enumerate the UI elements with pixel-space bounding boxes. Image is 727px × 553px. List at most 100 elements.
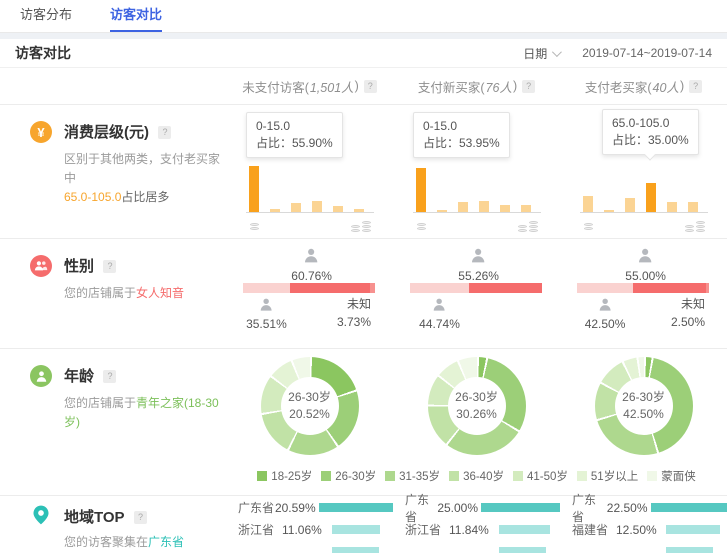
unknown-pct: 2.50%: [671, 315, 706, 329]
bar-segment[interactable]: [583, 195, 593, 212]
bar-segment[interactable]: [521, 204, 531, 212]
male-share-label: 42.50%: [585, 297, 625, 332]
age-donut-chart[interactable]: 26-30岁 30.26%: [427, 357, 526, 455]
donut-age-pct: 42.50%: [623, 407, 664, 421]
chart-tooltip: 65.0-105.0 占比：35.00%: [602, 109, 699, 161]
coin-stack-icon: [696, 221, 705, 232]
coin: [417, 227, 426, 230]
consumption-level-row: ¥ 消费层级(元) ? 区别于其他两类，支付老买家中 65.0-105.0占比居…: [0, 105, 727, 239]
legend-swatch: [385, 471, 396, 481]
age-donut-cell[interactable]: 26-30岁 42.50%: [560, 349, 727, 496]
help-icon[interactable]: ?: [689, 79, 703, 93]
age-donut-cell[interactable]: 26-30岁 20.52%: [226, 349, 393, 496]
tab-visitor-compare[interactable]: 访客对比: [110, 4, 163, 32]
help-icon[interactable]: ?: [363, 79, 377, 93]
age-legend: 18-25岁 26-30岁 31-35岁 36-40岁 41-50岁 51岁以上 蒙面侠: [226, 468, 727, 484]
bar-segment[interactable]: [291, 202, 301, 212]
age-donut-cell[interactable]: 26-30岁 30.26%: [393, 349, 560, 496]
region-name: 浙江省: [238, 523, 275, 537]
region-bar: [318, 503, 393, 512]
bar-segment[interactable]: [458, 202, 468, 212]
column-header-new-buyers: 支付新买家(76人)?: [393, 68, 560, 104]
person-icon: [30, 365, 52, 387]
region-row: 广东省 20.59%: [238, 501, 393, 515]
bar-segment[interactable]: [500, 205, 510, 212]
help-icon[interactable]: ?: [134, 511, 148, 524]
bar-segment[interactable]: [604, 209, 614, 212]
bar-segment[interactable]: [333, 206, 343, 212]
bar-segment[interactable]: [479, 201, 489, 212]
tooltip-caret: [644, 149, 657, 161]
legend-item[interactable]: 31-35岁: [385, 468, 440, 484]
region-row: [405, 545, 560, 553]
pin-glyph: [33, 505, 49, 525]
tooltip-range: 0-15.0: [256, 119, 291, 133]
consumption-chart-cell[interactable]: 65.0-105.0 占比：35.00%: [560, 105, 727, 239]
region-name: 广东省: [405, 492, 430, 524]
region-row: 广东省 22.50%: [572, 493, 727, 524]
help-icon[interactable]: ?: [103, 370, 117, 383]
female-segment: [469, 283, 542, 293]
coin: [362, 225, 371, 228]
tooltip-share: 占比：53.95%: [423, 136, 500, 150]
legend-swatch: [257, 471, 268, 481]
legend-item[interactable]: 26-30岁: [321, 468, 376, 484]
legend-item[interactable]: 36-40岁: [449, 468, 504, 484]
legend-label: 36-40岁: [463, 471, 504, 483]
column-count: 40人: [652, 80, 679, 95]
column-count: 76人: [485, 80, 512, 95]
gender-chart-cell[interactable]: 60.76% 35.51% 未知 3.73%: [226, 239, 393, 349]
bar-chart[interactable]: [580, 163, 708, 213]
legend-swatch: [512, 471, 523, 481]
female-pct: 60.76%: [291, 269, 332, 283]
male-segment: [577, 283, 634, 293]
coin: [250, 223, 259, 226]
bar-segment[interactable]: [625, 197, 635, 212]
tooltip-share: 占比：35.00%: [612, 133, 689, 147]
column-header-unpaid-visitors: 未支付访客(1,501人)?: [226, 68, 393, 104]
date-filter-dropdown[interactable]: 日期: [523, 46, 548, 61]
help-icon[interactable]: ?: [103, 260, 117, 273]
coin: [362, 229, 371, 232]
legend-item[interactable]: 蒙面侠: [647, 468, 696, 484]
chart-tooltip: 0-15.0 占比：53.95%: [413, 112, 510, 158]
age-row: 年龄 ? 您的店铺属于青年之家(18-30岁) 26-30岁 20.52% 26-3…: [0, 349, 727, 496]
bar-segment[interactable]: [312, 201, 322, 212]
coin-stack-icon: [529, 221, 538, 232]
high-amount-coins-icon: [518, 221, 538, 232]
bar-segment[interactable]: [249, 166, 259, 212]
age-donut-chart[interactable]: 26-30岁 42.50%: [594, 357, 693, 455]
help-icon[interactable]: ?: [158, 126, 172, 139]
consumption-desc: 区别于其他两类，支付老买家中 65.0-105.0占比居多: [64, 152, 221, 204]
gender-ratio-bar: [577, 283, 709, 293]
bar-chart[interactable]: [246, 163, 374, 213]
bar-segment[interactable]: [688, 201, 698, 212]
date-range-value[interactable]: 2019-07-14~2019-07-14: [582, 46, 712, 60]
bar-segment[interactable]: [667, 201, 677, 212]
coin: [362, 221, 371, 224]
unknown-share-label: 未知 2.50%: [671, 295, 705, 331]
column-name: 支付老买家(: [584, 80, 652, 95]
chart-tooltip: 0-15.0 占比：55.90%: [246, 112, 343, 158]
tab-visitor-distribution[interactable]: 访客分布: [20, 7, 73, 22]
legend-item[interactable]: 51岁以上: [576, 468, 638, 484]
bar-segment[interactable]: [437, 210, 447, 212]
bar-segment[interactable]: [270, 208, 280, 212]
gender-chart-cell[interactable]: 55.26% 44.74%: [393, 239, 560, 349]
gender-chart-cell[interactable]: 55.00% 42.50% 未知 2.50%: [560, 239, 727, 349]
legend-item[interactable]: 18-25岁: [257, 468, 312, 484]
row-title-consumption: 消费层级(元): [64, 124, 149, 141]
male-pct: 35.51%: [246, 317, 287, 331]
consumption-chart-cell[interactable]: 0-15.0 占比：55.90%: [226, 105, 393, 239]
bar-chart[interactable]: [413, 163, 541, 213]
bar-segment[interactable]: [646, 183, 656, 212]
region-bar: [666, 547, 714, 553]
age-donut-chart[interactable]: 26-30岁 20.52%: [260, 357, 359, 455]
bar-segment[interactable]: [354, 208, 364, 212]
help-icon[interactable]: ?: [522, 79, 536, 93]
tooltip-range: 65.0-105.0: [612, 116, 670, 130]
bar-segment[interactable]: [416, 167, 426, 212]
consumption-chart-cell[interactable]: 0-15.0 占比：53.95%: [393, 105, 560, 239]
legend-item[interactable]: 41-50岁: [512, 468, 568, 484]
